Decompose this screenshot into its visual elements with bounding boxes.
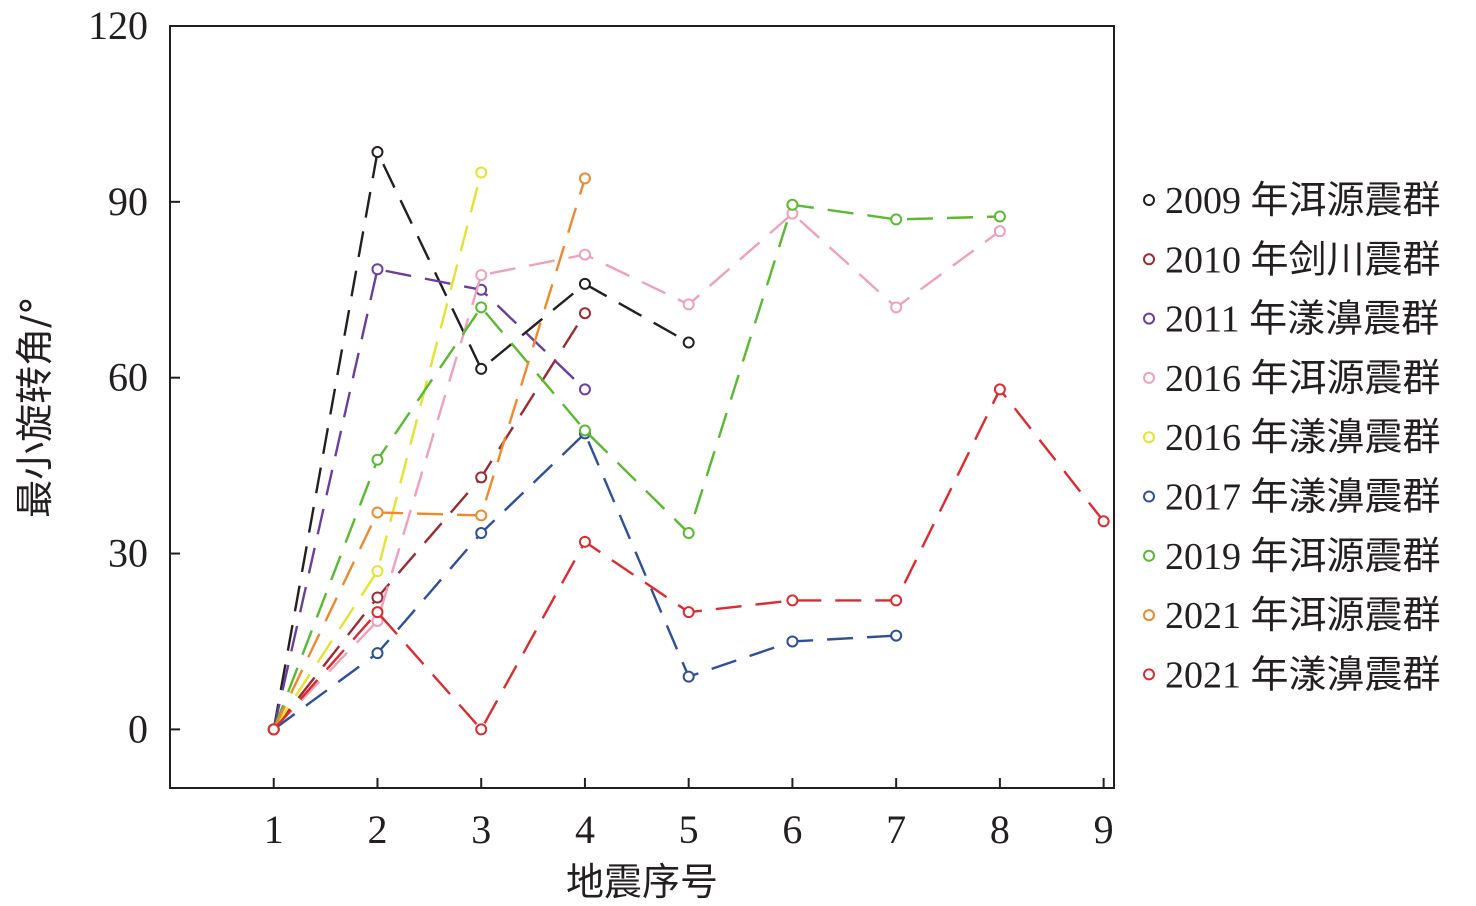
data-point — [371, 506, 384, 519]
data-point — [890, 629, 903, 642]
x-tick-label: 9 — [1094, 807, 1114, 852]
legend-marker — [1143, 668, 1155, 681]
series-line — [273, 432, 897, 731]
series-line — [272, 268, 586, 730]
x-tick-label: 7 — [886, 807, 906, 852]
data-point — [475, 723, 488, 736]
legend-marker — [1143, 490, 1155, 503]
data-point — [578, 277, 591, 290]
series-line — [272, 203, 1000, 730]
data-point — [371, 591, 384, 604]
y-tick-label: 0 — [128, 706, 148, 751]
series-line — [272, 212, 1001, 731]
data-point — [786, 594, 799, 607]
data-point — [578, 307, 591, 320]
legend-label: 2011 年漾濞震群 — [1165, 299, 1439, 341]
x-tick-label: 4 — [575, 807, 595, 852]
data-point — [371, 453, 384, 466]
y-tick-label: 120 — [88, 3, 148, 48]
x-tick-label: 5 — [679, 807, 699, 852]
y-tick-label: 60 — [108, 355, 148, 400]
plot-frame — [169, 25, 1115, 789]
data-point — [578, 535, 591, 548]
data-point — [475, 362, 488, 375]
data-point — [267, 723, 280, 736]
legend-marker — [1143, 431, 1155, 444]
legend-label: 2009 年洱源震群 — [1165, 180, 1441, 222]
data-point — [578, 172, 591, 185]
data-point — [475, 269, 488, 282]
x-tick-label: 2 — [367, 807, 387, 852]
data-point — [475, 471, 488, 484]
series-line — [272, 178, 587, 730]
y-tick-label: 30 — [108, 531, 148, 576]
data-point — [371, 565, 384, 578]
data-point — [682, 606, 695, 619]
legend-label: 2017 年漾濞震群 — [1165, 477, 1441, 519]
data-point — [993, 383, 1006, 396]
y-axis-title: 最小旋转角/° — [13, 296, 57, 518]
data-point — [371, 263, 384, 276]
series-group — [267, 263, 591, 736]
legend-marker — [1143, 549, 1155, 562]
series-group — [267, 172, 591, 736]
data-point — [890, 301, 903, 314]
legend-label: 2010 年剑川震群 — [1165, 239, 1441, 281]
data-point — [993, 225, 1006, 238]
legend-label: 2016 年洱源震群 — [1165, 358, 1441, 400]
x-tick-label: 3 — [471, 807, 491, 852]
legend-marker — [1143, 609, 1155, 622]
series-group — [267, 427, 903, 736]
data-point — [578, 424, 591, 437]
data-point — [578, 248, 591, 261]
data-point — [682, 670, 695, 683]
data-point — [786, 198, 799, 211]
y-tick-label: 90 — [108, 179, 148, 224]
x-tick-label: 8 — [990, 807, 1010, 852]
legend-label: 2021 年漾濞震群 — [1165, 654, 1441, 696]
x-tick-label: 1 — [264, 807, 284, 852]
data-point — [786, 635, 799, 648]
data-point — [682, 527, 695, 540]
legend-marker — [1143, 312, 1155, 325]
data-point — [682, 336, 695, 349]
data-point — [682, 298, 695, 311]
legend-marker — [1143, 194, 1155, 206]
data-point — [475, 301, 488, 314]
data-point — [890, 213, 903, 226]
series-group — [267, 383, 1110, 736]
series-group — [267, 146, 695, 736]
legend-marker — [1143, 371, 1155, 384]
data-point — [578, 383, 591, 396]
data-point — [1097, 515, 1110, 528]
legend-label: 2019 年洱源震群 — [1165, 536, 1441, 578]
x-tick-label: 6 — [782, 807, 802, 852]
series-line — [272, 172, 483, 731]
legend-label: 2016 年漾濞震群 — [1165, 417, 1441, 459]
data-point — [475, 509, 488, 522]
legend-marker — [1143, 253, 1155, 266]
series-group — [267, 307, 591, 736]
y-axis-ticks: 0 30 60 90 120 — [88, 3, 180, 751]
data-point — [475, 527, 488, 540]
series-line — [272, 312, 586, 731]
data-point — [371, 146, 384, 159]
x-axis-ticks: 1 2 3 4 5 6 7 8 9 — [264, 778, 1114, 852]
data-point — [993, 210, 1006, 223]
series-line — [272, 150, 690, 730]
data-point — [475, 166, 488, 179]
data-point — [371, 606, 384, 619]
x-axis-title: 地震序号 — [566, 860, 718, 904]
data-point — [371, 647, 384, 660]
legend: 2009 年洱源震群 2010 年剑川震群 2011 年漾濞震群 2016 年洱源震群… — [1143, 180, 1441, 696]
series-layer — [267, 146, 1110, 736]
legend-label: 2021 年洱源震群 — [1165, 595, 1441, 637]
data-point — [890, 594, 903, 607]
